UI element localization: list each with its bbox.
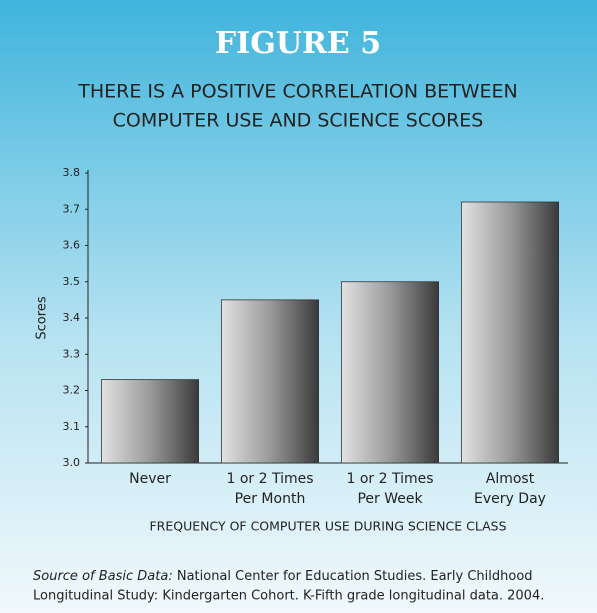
source-label: Source of Basic Data:	[33, 569, 173, 584]
chart-subtitle: THERE IS A POSITIVE CORRELATION BETWEEN	[77, 81, 517, 103]
x-tick-label: 1 or 2 Times	[346, 471, 433, 487]
bar	[220, 299, 319, 464]
source-line: National Center for Education Studies. E…	[177, 569, 533, 584]
y-tick-label: 3.5	[63, 275, 81, 288]
chart-subtitle: COMPUTER USE AND SCIENCE SCORES	[113, 110, 484, 132]
source-line: Longitudinal Study: Kindergarten Cohort.…	[33, 589, 544, 604]
y-tick-label: 3.7	[63, 202, 81, 215]
y-tick-label: 3.6	[63, 239, 81, 252]
x-tick-label: Every Day	[474, 491, 546, 507]
x-tick-label: 1 or 2 Times	[226, 471, 313, 487]
y-tick-label: 3.1	[63, 420, 81, 433]
x-axis-label: FREQUENCY OF COMPUTER USE DURING SCIENCE…	[149, 519, 506, 534]
y-tick-label: 3.3	[63, 347, 81, 360]
source-text: Source of Basic Data: National Center fo…	[33, 569, 533, 584]
y-tick-label: 3.8	[63, 166, 81, 179]
x-tick-label: Per Week	[357, 491, 423, 507]
x-tick-label: Almost	[486, 471, 535, 487]
bar	[460, 201, 559, 464]
y-axis-label: Scores	[35, 296, 50, 339]
x-tick-label: Never	[129, 471, 171, 487]
x-tick-label: Per Month	[235, 491, 306, 507]
bar	[101, 379, 199, 464]
y-tick-label: 3.0	[63, 456, 81, 469]
y-tick-label: 3.4	[63, 311, 81, 324]
bar	[340, 281, 439, 464]
chart-title: FIGURE 5	[215, 26, 381, 61]
y-tick-label: 3.2	[63, 384, 81, 397]
